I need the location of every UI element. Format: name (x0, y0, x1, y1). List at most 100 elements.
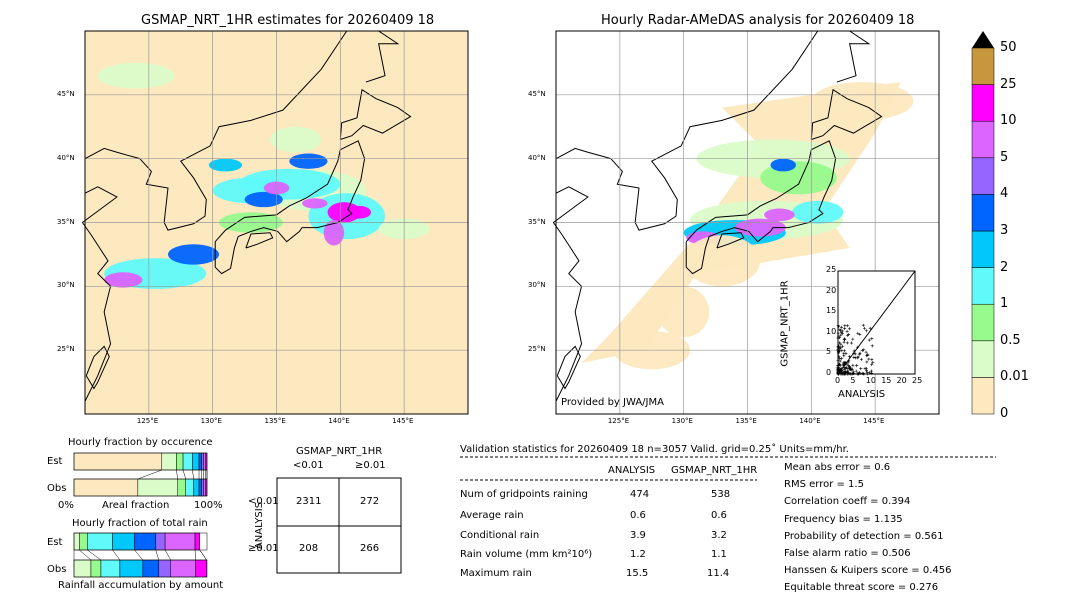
rain-area (244, 191, 283, 208)
scatter-point (841, 370, 845, 374)
rain-connector (199, 549, 207, 561)
scatter-point (871, 361, 875, 365)
ct-row-1: ≥0.01 (248, 543, 279, 554)
rain-area (323, 219, 345, 246)
ct-cell: 272 (360, 496, 380, 507)
colorbar-tick-label: 25 (1000, 76, 1017, 92)
stats-analysis-value: 474 (630, 489, 650, 500)
scatter-point (843, 327, 847, 331)
scatter-y-tick: 5 (826, 347, 832, 357)
rain-bar-segment (155, 532, 166, 551)
scatter-point (862, 326, 866, 330)
colorbar-tick-label: 1 (1000, 296, 1009, 312)
scatter-point (836, 365, 840, 369)
scatter-point (857, 352, 861, 356)
occ-right: 100% (194, 500, 223, 511)
scatter-point (851, 337, 855, 341)
rain-bar-segment (158, 559, 172, 578)
scatter-point (849, 366, 853, 370)
left-map-title: GSMAP_NRT_1HR estimates for 20260409 18 (141, 13, 435, 28)
scatter-point (857, 372, 861, 376)
rain-connector (112, 549, 121, 561)
lat-tick-label: 35°N (528, 217, 546, 226)
lon-tick-label: 145°E (863, 417, 885, 425)
occurrence-bar-segment (193, 478, 200, 497)
scatter-point (836, 358, 840, 362)
scatter-point (854, 369, 858, 373)
scatter-point (870, 344, 874, 348)
rain-connector (164, 549, 171, 561)
scatter-point (870, 363, 874, 367)
occurrence-bar-segment (201, 452, 204, 471)
rain-bars (73, 532, 208, 578)
colorbar-tick-label: 10 (1000, 113, 1017, 129)
scatter-point (845, 341, 849, 345)
lon-tick-label: 125°E (607, 417, 630, 425)
coastline (339, 88, 412, 140)
scatter-point (838, 336, 842, 340)
scatter-point (848, 372, 852, 376)
colorbar-tick-label: 2 (1000, 259, 1009, 275)
rain-connector (134, 549, 144, 561)
rain-obs-label: Obs (47, 564, 67, 575)
stats-col-gsmap: GSMAP_NRT_1HR (671, 465, 758, 476)
scatter-point (838, 347, 842, 351)
rain-area (104, 272, 143, 288)
stats-header: Validation statistics for 20260409 18 n=… (460, 444, 849, 455)
stats-score: Equitable threat score = 0.276 (784, 582, 939, 594)
occurrence-bars (73, 452, 208, 497)
scatter-point (843, 324, 847, 328)
lat-tick-label: 40°N (57, 153, 75, 162)
lat-tick-label: 35°N (57, 217, 75, 226)
rain-area (289, 153, 328, 169)
occurrence-connector (176, 469, 178, 480)
scatter-point (836, 351, 840, 355)
scatter-point (836, 324, 840, 328)
lon-tick-label: 125°E (136, 417, 159, 425)
left-map (81, 30, 469, 415)
lon-tick-label: 145°E (392, 417, 414, 425)
lon-tick-label: 140°E (328, 417, 350, 425)
coastline (552, 147, 612, 402)
occurrence-bar-frame (73, 478, 208, 497)
colorbar-extend-triangle (972, 31, 994, 48)
lat-tick-label: 45°N (528, 89, 546, 98)
scatter-x-tick: 25 (912, 376, 923, 385)
coastline (716, 232, 745, 249)
scatter-point (836, 334, 840, 338)
rain-est-label: Est (47, 537, 63, 548)
scatter-point (850, 341, 854, 345)
colorbar-tick-label: 3 (1000, 223, 1009, 238)
scatter-x-tick: 10 (865, 376, 876, 385)
rain-bar-segment (119, 559, 144, 578)
coastline (685, 140, 837, 275)
occurrence-bar-segment (198, 452, 202, 471)
scatter-point (837, 324, 841, 328)
coastline (365, 30, 400, 83)
occurrence-bar-segment (185, 478, 194, 497)
colorbar-tick-label: 5 (1000, 149, 1009, 165)
scatter-point (855, 364, 859, 368)
occurrence-bar-segment (192, 452, 200, 471)
colorbar-segment (971, 377, 995, 415)
left-map-frame (84, 30, 469, 415)
stats-row-label: Rain volume (mm km²10⁶) (460, 549, 593, 560)
scatter-point (840, 329, 844, 333)
scatter-x-tick: 15 (881, 376, 892, 385)
rain-area (327, 202, 361, 223)
lon-tick-label: 135°E (735, 417, 757, 425)
scatter-point (864, 369, 868, 373)
stats-row-label: Maximum rain (460, 568, 532, 579)
ct-title: GSMAP_NRT_1HR (296, 446, 383, 457)
occ-xlabel: Areal fraction (102, 500, 170, 511)
rain-area (770, 158, 797, 172)
stats-score: Hanssen & Kuipers score = 0.456 (784, 565, 952, 577)
ct-col-1: ≥0.01 (355, 460, 386, 471)
scatter-point (839, 342, 843, 346)
scatter-point (870, 358, 874, 362)
scatter-point (839, 367, 843, 371)
stats-analysis-value: 3.9 (630, 530, 646, 541)
scatter-point (840, 325, 844, 329)
scatter-ylabel: GSMAP_NRT_1HR (779, 280, 791, 367)
